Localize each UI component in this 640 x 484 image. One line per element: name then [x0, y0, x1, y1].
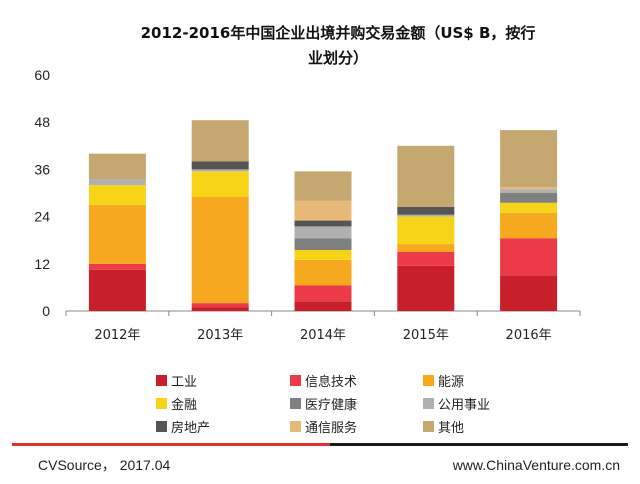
x-tick-label: 2014年: [300, 328, 346, 343]
bar-segment: [500, 238, 558, 276]
footer: CVSource， 2017.04 www.ChinaVenture.com.c…: [12, 443, 628, 473]
bar-segment: [88, 204, 146, 264]
legend-item: 通信服务: [290, 420, 357, 436]
bar-segment: [397, 206, 455, 215]
legend-swatch: [290, 375, 301, 386]
x-tick-label: 2016年: [506, 328, 552, 343]
x-tick-label: 2013年: [197, 328, 243, 343]
bar-segment: [294, 301, 352, 311]
bar-segment: [191, 161, 249, 170]
bar-stack-5: [500, 130, 558, 311]
footer-source: CVSource， 2017.04: [38, 457, 171, 473]
y-tick-label: 48: [34, 114, 50, 130]
legend-swatch: [423, 421, 434, 432]
legend-item: 公用事业: [423, 398, 490, 413]
bar-segment: [500, 275, 558, 311]
legend-item: 信息技术: [290, 374, 357, 390]
legend-swatch: [423, 375, 434, 386]
legend-swatch: [423, 398, 434, 409]
legend-item: 房地产: [156, 420, 210, 436]
footer-site: www.ChinaVenture.com.cn: [452, 457, 620, 473]
bar-segment: [500, 212, 558, 239]
bar-segment: [500, 189, 558, 193]
bar-segment: [500, 193, 558, 203]
legend-label: 通信服务: [305, 420, 357, 436]
bar-segment: [88, 263, 146, 270]
bar-segment: [294, 285, 352, 302]
bar-segment: [294, 226, 352, 239]
legend-swatch: [290, 398, 301, 409]
bar-segment: [191, 171, 249, 197]
legend-label: 能源: [438, 375, 464, 390]
bar-segment: [191, 169, 249, 172]
legend-swatch: [156, 398, 167, 409]
chart-title-line-2: 业划分）: [308, 49, 368, 67]
chart-title-line-1: 2012-2016年中国企业出境并购交易金额（US$ B，按行: [141, 24, 536, 42]
legend-label: 金融: [171, 397, 197, 413]
bar-segment: [500, 202, 558, 213]
bar-segment: [294, 220, 352, 227]
legend-label: 信息技术: [305, 374, 357, 390]
legend-item: 其他: [423, 421, 464, 436]
bar-segment: [397, 216, 455, 245]
bar-segment: [500, 187, 558, 190]
bar-segment: [191, 196, 249, 304]
bar-stack-2: [191, 120, 249, 311]
legend-label: 其他: [438, 421, 464, 436]
bar-segment: [294, 200, 352, 221]
legend-item: 工业: [156, 375, 197, 390]
bar-stack-3: [294, 171, 352, 311]
bar-segment: [88, 269, 146, 311]
bar-segment: [397, 244, 455, 252]
bar-segment: [397, 265, 455, 311]
bar-segment: [88, 185, 146, 205]
legend-swatch: [290, 421, 301, 432]
legend-label: 公用事业: [438, 398, 490, 413]
legend-label: 工业: [171, 375, 197, 390]
y-axis: 0 12 24 36 48 60: [34, 67, 50, 319]
bar-segment: [294, 238, 352, 250]
legend-item: 金融: [156, 397, 197, 413]
bar-segment: [500, 130, 558, 188]
bar-stack-1: [88, 153, 146, 311]
legend-item: 能源: [423, 375, 464, 390]
y-tick-label: 36: [34, 161, 50, 177]
bars: [88, 120, 558, 311]
bar-segment: [294, 250, 352, 260]
bar-segment: [294, 259, 352, 286]
bar-stack-4: [397, 145, 455, 311]
y-tick-label: 0: [42, 303, 50, 319]
y-tick-label: 60: [34, 67, 50, 83]
x-tick-label: 2012年: [94, 328, 140, 343]
legend-label: 房地产: [171, 420, 210, 436]
bar-segment: [191, 307, 249, 311]
bar-segment: [88, 153, 146, 180]
bar-segment: [191, 303, 249, 307]
bar-segment: [397, 214, 455, 217]
y-tick-label: 24: [34, 209, 50, 225]
x-tick-label: 2015年: [403, 328, 449, 343]
chart-title: 2012-2016年中国企业出境并购交易金额（US$ B，按行 业划分）: [141, 24, 536, 67]
legend-swatch: [156, 375, 167, 386]
bar-segment: [397, 252, 455, 266]
y-tick-label: 12: [34, 256, 50, 272]
bar-segment: [294, 171, 352, 201]
bar-segment: [397, 145, 455, 207]
bar-segment: [88, 179, 146, 186]
x-axis: 2012年 2013年 2014年 2015年 2016年: [65, 311, 581, 343]
legend-swatch: [156, 421, 167, 432]
legend-label: 医疗健康: [305, 397, 357, 413]
bar-segment: [191, 120, 249, 162]
legend-item: 医疗健康: [290, 397, 357, 413]
